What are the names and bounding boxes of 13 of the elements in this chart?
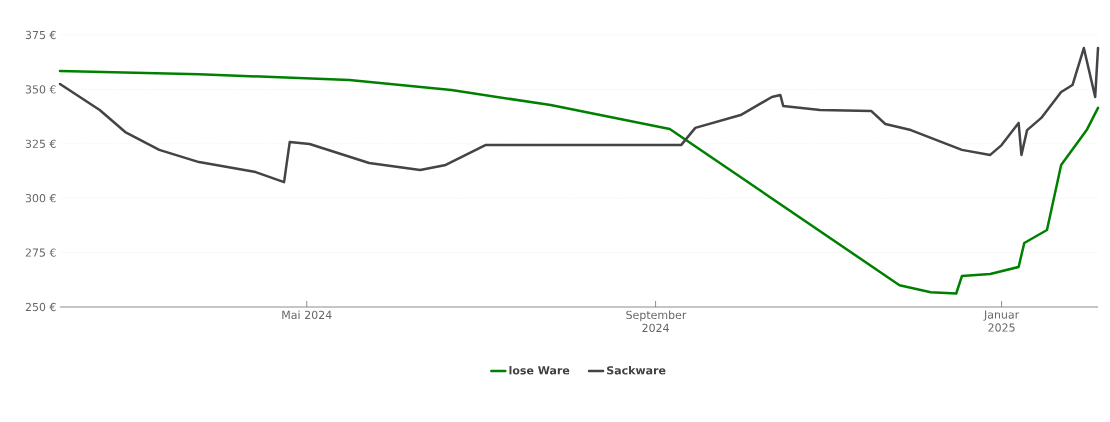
y-tick-label: 375 € <box>25 30 56 40</box>
y-tick-label: 300 € <box>25 194 56 203</box>
line-series <box>58 46 1100 184</box>
y-tick-label: 250 € <box>25 302 56 312</box>
line-series <box>58 69 1100 295</box>
legend-label: lose Ware <box>509 365 570 375</box>
x-tick-label: September 2024 <box>626 310 687 333</box>
y-tick-label: 325 € <box>25 139 56 148</box>
x-tick-label: Januar 2025 <box>983 310 1020 332</box>
x-tick-label: Mai 2024 <box>282 310 332 320</box>
y-tick-label: 275 € <box>25 248 56 257</box>
y-tick-label: 350 € <box>25 85 56 94</box>
legend-label: Sackware <box>607 365 666 375</box>
